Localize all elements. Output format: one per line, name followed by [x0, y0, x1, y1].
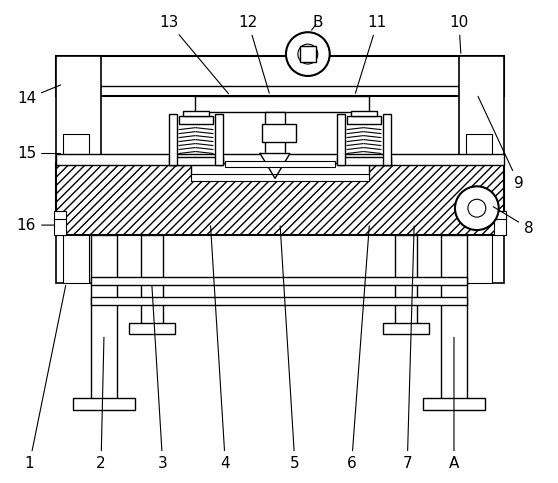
- Bar: [195, 96, 369, 112]
- Bar: [336, 157, 391, 166]
- Bar: [91, 297, 467, 305]
- Bar: [179, 116, 213, 124]
- Circle shape: [455, 186, 499, 230]
- Bar: [350, 111, 377, 116]
- Bar: [383, 114, 391, 166]
- Bar: [494, 217, 506, 235]
- Text: 2: 2: [96, 337, 106, 471]
- Bar: [215, 114, 223, 166]
- Text: 12: 12: [239, 15, 270, 93]
- Bar: [225, 161, 335, 168]
- Text: 5: 5: [280, 226, 300, 471]
- Text: 7: 7: [402, 226, 414, 471]
- Bar: [395, 235, 417, 325]
- Bar: [63, 134, 89, 283]
- Bar: [265, 112, 285, 163]
- Bar: [423, 398, 485, 410]
- Bar: [56, 163, 504, 235]
- Text: 1: 1: [25, 285, 66, 471]
- Bar: [300, 46, 316, 62]
- Bar: [56, 154, 504, 166]
- Bar: [441, 235, 467, 402]
- Bar: [459, 56, 504, 283]
- Bar: [336, 114, 345, 166]
- Bar: [73, 398, 135, 410]
- Bar: [129, 323, 175, 334]
- Bar: [169, 114, 176, 166]
- Circle shape: [286, 32, 330, 76]
- Text: 15: 15: [17, 146, 60, 161]
- Bar: [54, 217, 66, 235]
- Bar: [190, 163, 369, 175]
- Circle shape: [468, 199, 486, 217]
- Bar: [494, 211, 506, 219]
- Bar: [383, 323, 429, 334]
- Bar: [56, 56, 101, 283]
- Text: B: B: [311, 15, 323, 30]
- Text: 14: 14: [17, 85, 61, 106]
- Bar: [91, 235, 117, 402]
- Bar: [169, 157, 223, 166]
- Text: 3: 3: [152, 285, 167, 471]
- Text: 16: 16: [17, 218, 54, 233]
- Text: 6: 6: [347, 226, 369, 471]
- Text: 13: 13: [159, 15, 228, 94]
- Bar: [466, 134, 492, 283]
- Bar: [190, 174, 369, 181]
- Text: 9: 9: [478, 97, 523, 191]
- Polygon shape: [260, 154, 290, 178]
- Bar: [56, 56, 504, 96]
- Text: 8: 8: [493, 207, 533, 236]
- Bar: [182, 111, 209, 116]
- Bar: [91, 277, 467, 285]
- Text: A: A: [449, 337, 459, 471]
- Bar: [347, 116, 382, 124]
- Circle shape: [298, 44, 318, 64]
- Text: 4: 4: [210, 226, 230, 471]
- Bar: [141, 235, 163, 325]
- Text: 11: 11: [355, 15, 387, 93]
- Bar: [54, 211, 66, 219]
- Bar: [262, 124, 296, 142]
- Text: 10: 10: [449, 15, 469, 53]
